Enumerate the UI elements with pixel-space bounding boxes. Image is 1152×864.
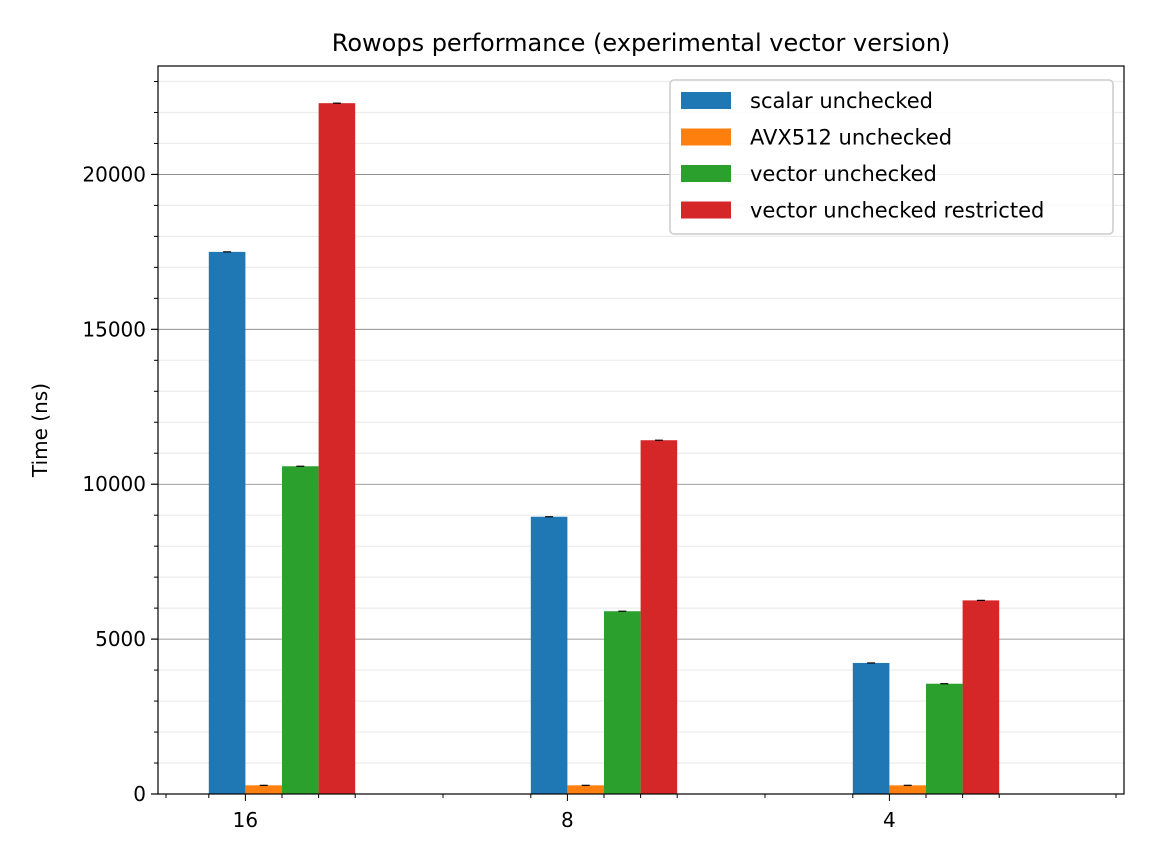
y-tick-label: 0	[133, 782, 146, 806]
bar	[852, 662, 890, 794]
bar	[245, 785, 282, 794]
x-tick-label: 8	[561, 808, 574, 832]
legend-label: AVX512 unchecked	[750, 126, 952, 150]
bar	[640, 440, 678, 794]
bar	[926, 683, 963, 794]
legend-swatch	[681, 165, 731, 182]
y-axis: 0 5000 10000 15000 20000	[82, 80, 158, 806]
bar	[567, 785, 604, 794]
x-axis: 16 8 4	[165, 794, 1117, 832]
x-tick-label: 16	[233, 808, 258, 832]
bar	[318, 103, 356, 795]
bar	[282, 466, 319, 794]
legend-label: scalar unchecked	[750, 89, 933, 113]
chart-title: Rowops performance (experimental vector …	[332, 29, 951, 57]
bar	[889, 785, 926, 794]
bar	[604, 611, 641, 794]
legend-swatch	[681, 128, 731, 146]
legend: scalar unchecked AVX512 unchecked vector u…	[669, 79, 1114, 235]
legend-swatch	[681, 92, 731, 109]
y-tick-label: 15000	[82, 317, 146, 341]
x-tick-label: 4	[883, 808, 896, 832]
bar	[530, 516, 568, 794]
bar	[208, 251, 246, 795]
y-axis-label: Time (ns)	[28, 383, 52, 478]
y-tick-label: 5000	[95, 627, 146, 651]
y-tick-label: 20000	[82, 162, 146, 186]
bar	[962, 600, 1000, 794]
y-tick-label: 10000	[82, 472, 146, 496]
legend-box	[669, 79, 1114, 235]
legend-label: vector unchecked restricted	[750, 199, 1044, 223]
legend-label: vector unchecked	[750, 162, 937, 186]
legend-swatch	[681, 201, 731, 219]
bars	[208, 102, 1000, 795]
